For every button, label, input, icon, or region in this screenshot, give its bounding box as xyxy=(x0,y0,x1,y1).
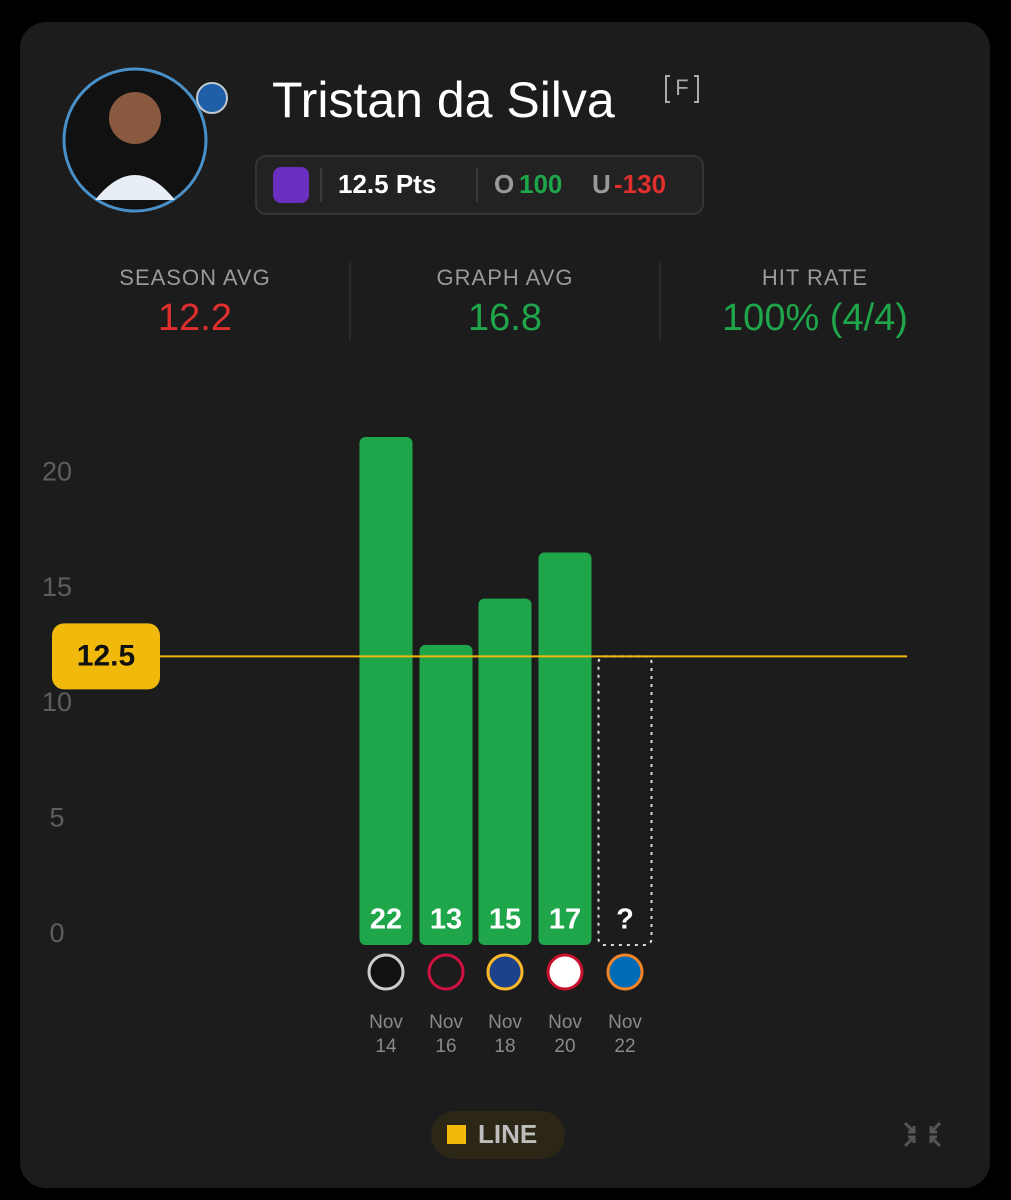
x-tick-label: Nov 16 xyxy=(429,1012,463,1057)
under-odds: -130 xyxy=(614,169,666,199)
stat-value: 12.2 xyxy=(158,297,232,339)
bar xyxy=(419,644,473,945)
value-label: ? xyxy=(616,904,634,936)
stat-value: 16.8 xyxy=(468,297,542,339)
x-tick-label: Nov 14 xyxy=(369,1012,403,1057)
y-tick-label: 5 xyxy=(49,803,64,833)
threshold-badge xyxy=(52,623,160,690)
avatar-jersey xyxy=(95,175,175,200)
value-label: 22 xyxy=(370,904,402,936)
opponent-logo xyxy=(367,953,405,991)
threshold-label: 12.5 xyxy=(77,639,135,672)
stat-label: GRAPH AVG xyxy=(437,265,574,290)
x-tick-label: Nov 22 xyxy=(608,1012,642,1057)
stat-label: SEASON AVG xyxy=(119,265,270,290)
y-tick-label: 20 xyxy=(42,456,72,486)
y-tick-label: 0 xyxy=(49,918,64,948)
bar xyxy=(538,552,592,945)
opponent-logo xyxy=(606,953,644,991)
legend-label: LINE xyxy=(478,1119,537,1149)
legend-pill[interactable] xyxy=(431,1111,565,1159)
team-logo xyxy=(196,82,228,114)
under-label: U xyxy=(592,169,611,199)
value-label: 17 xyxy=(549,904,581,936)
stat-label: HIT RATE xyxy=(762,265,868,290)
x-tick-label: Nov 18 xyxy=(488,1012,522,1057)
legend-swatch xyxy=(447,1125,466,1144)
player-position: F xyxy=(675,75,688,100)
bar xyxy=(478,598,532,945)
avatar-face xyxy=(109,92,161,144)
opponent-logo xyxy=(546,953,584,991)
collapse-icon[interactable] xyxy=(903,1121,942,1148)
opponent-logo xyxy=(486,953,524,991)
prop-box xyxy=(255,155,704,215)
x-tick-label: Nov 20 xyxy=(548,1012,582,1057)
y-tick-label: 15 xyxy=(42,572,72,602)
over-label: O xyxy=(494,169,514,199)
bar xyxy=(359,437,413,945)
position-bracket xyxy=(665,75,699,103)
stat-value: 100% (4/4) xyxy=(722,297,908,339)
book-logo xyxy=(273,167,309,203)
value-label: 15 xyxy=(489,904,521,936)
player-name: Tristan da Silva xyxy=(272,72,615,128)
prop-line: 12.5 Pts xyxy=(338,169,436,199)
value-label: 13 xyxy=(430,904,462,936)
over-odds: 100 xyxy=(519,169,562,199)
opponent-logo xyxy=(427,953,465,991)
y-tick-label: 10 xyxy=(42,687,72,717)
